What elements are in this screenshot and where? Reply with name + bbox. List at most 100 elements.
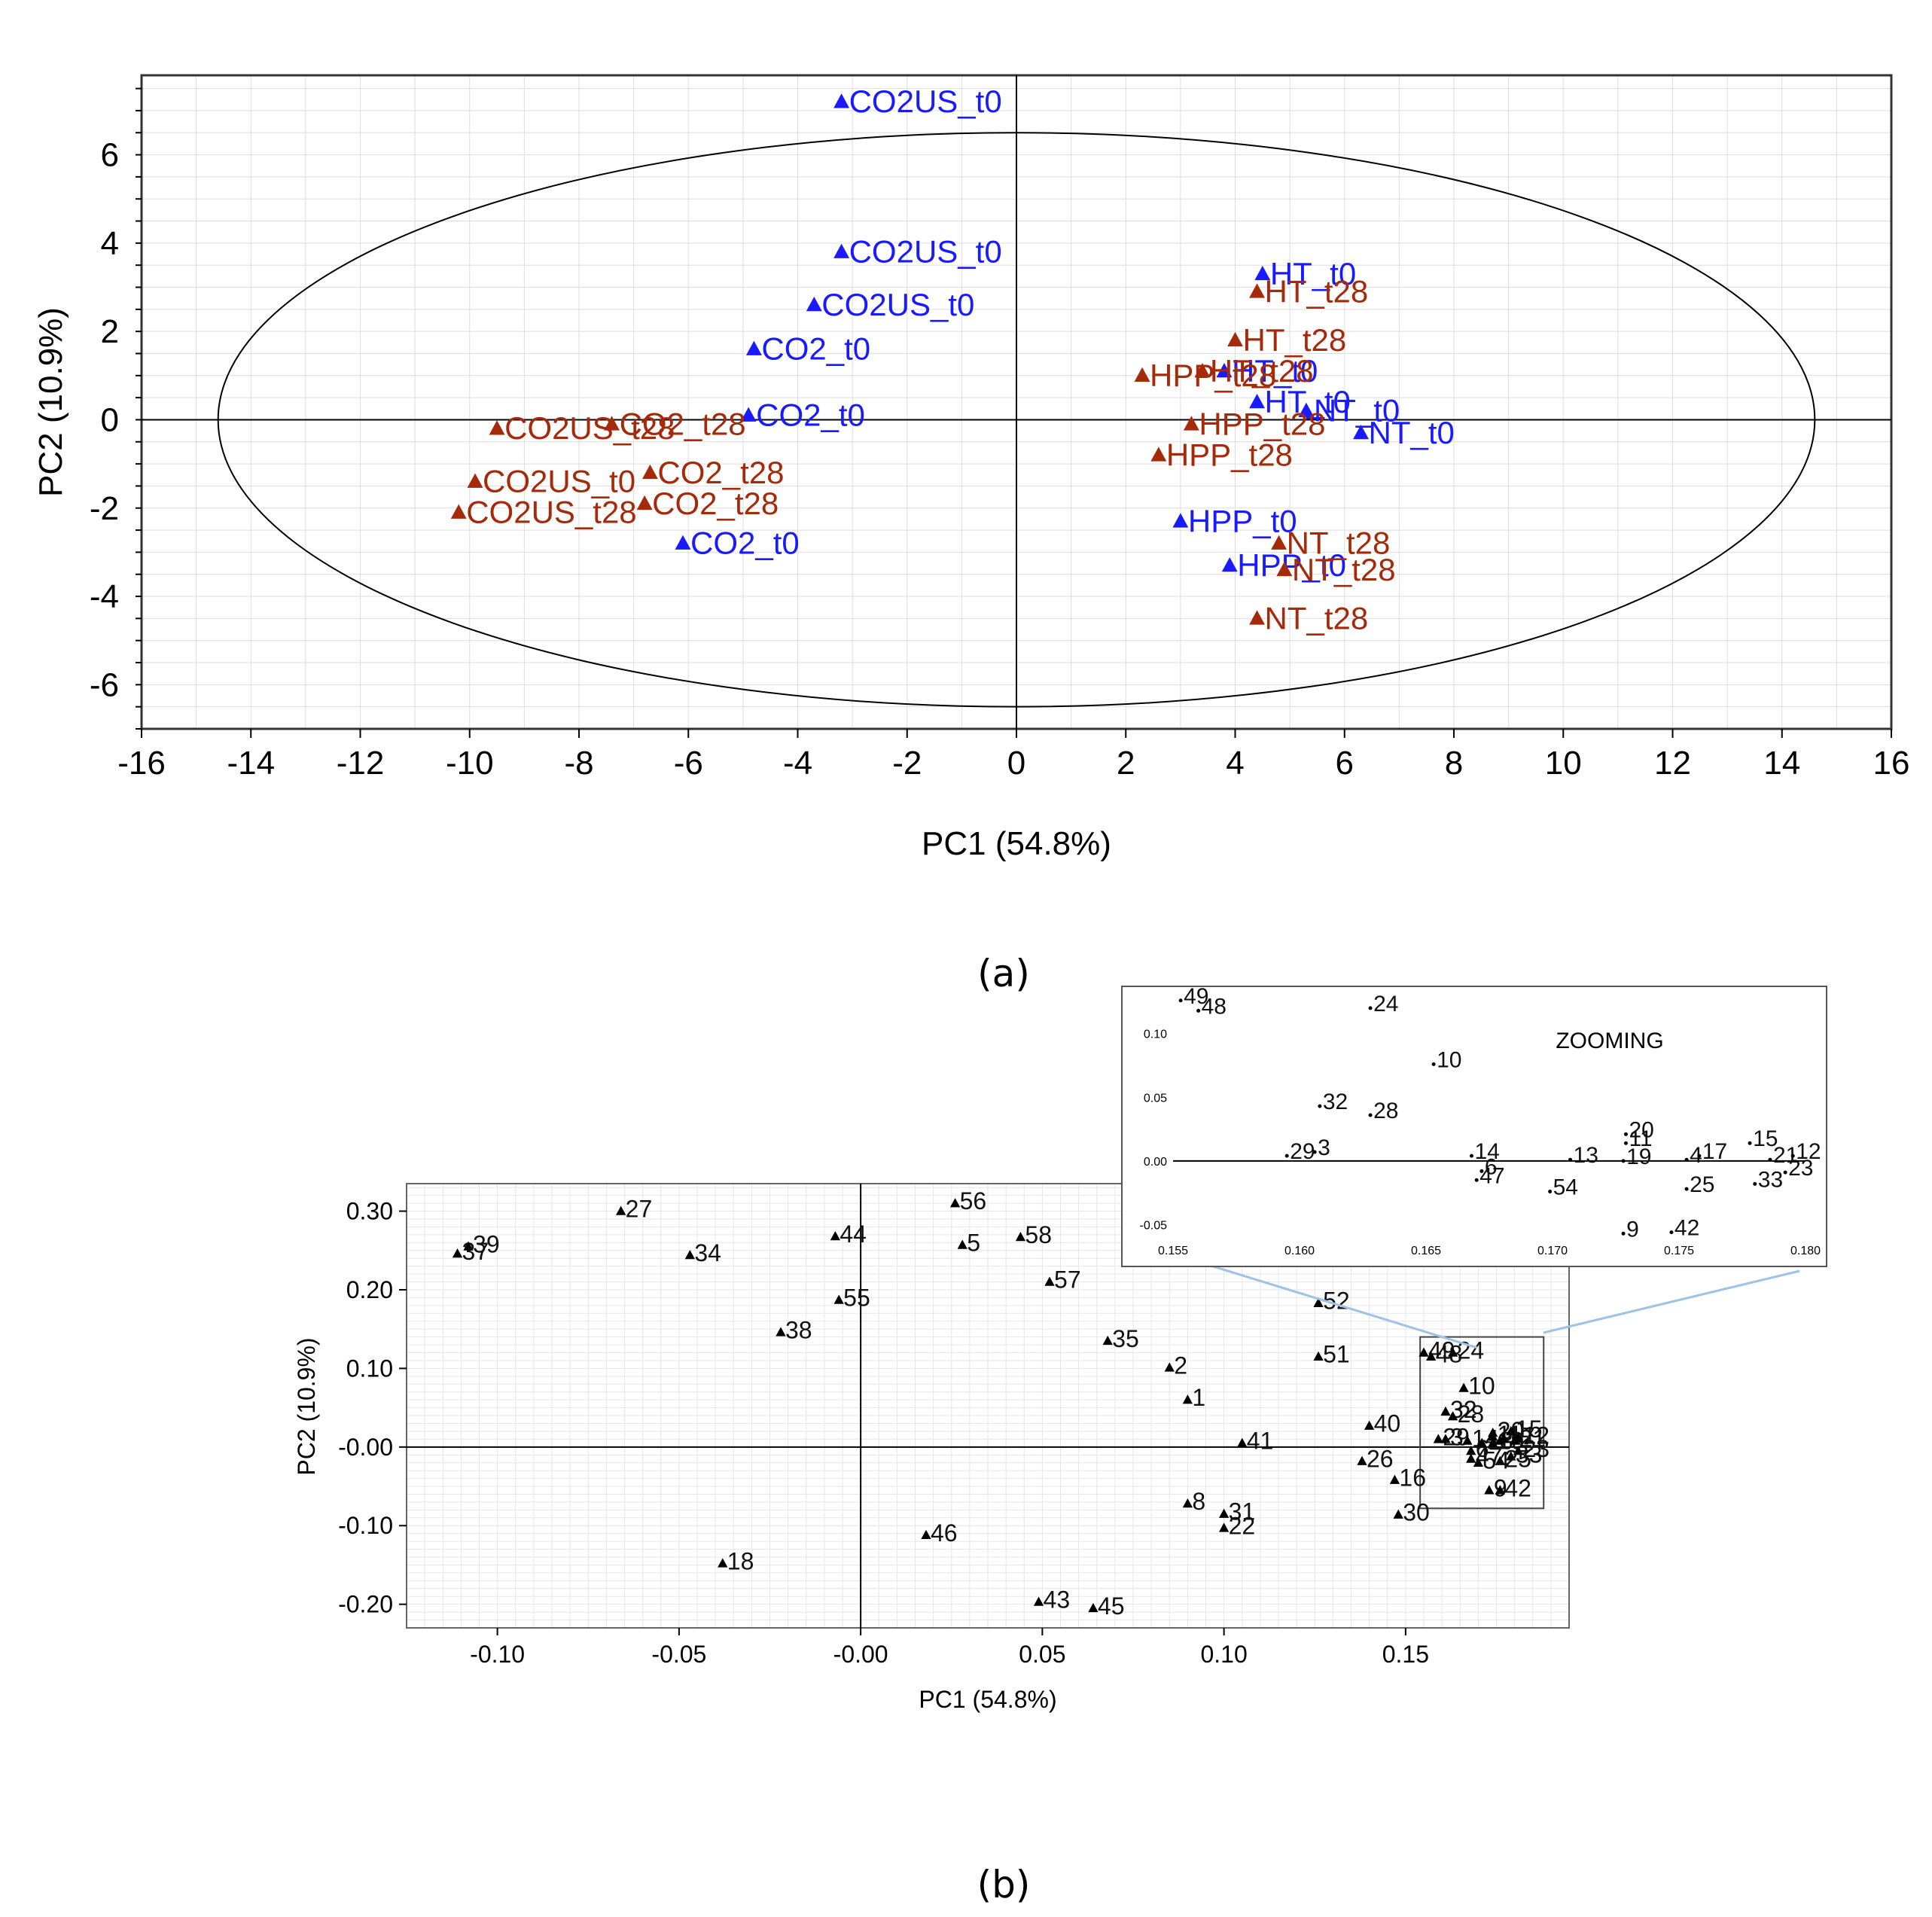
loading-marker bbox=[1513, 1446, 1524, 1455]
loading-marker bbox=[616, 1205, 626, 1215]
loading-marker bbox=[1218, 1522, 1230, 1532]
zoom-y-tick-label: 0.00 bbox=[1144, 1156, 1167, 1169]
zoom-inset-x-axis: 0.155 0.160 0.165 0.170 0.175 0.180 bbox=[1158, 1245, 1821, 1257]
point-marker-t28 bbox=[489, 420, 505, 435]
x-tick-label: -4 bbox=[783, 745, 812, 782]
loading-marker bbox=[833, 1294, 844, 1304]
loading-marker bbox=[1182, 1498, 1193, 1508]
y-tick-label: 4 bbox=[101, 225, 119, 262]
loading-label: 25 bbox=[1504, 1446, 1531, 1473]
loading-marker bbox=[1506, 1451, 1516, 1461]
zoom-label: 13 bbox=[1574, 1143, 1598, 1168]
zoom-marker bbox=[1479, 1169, 1484, 1173]
loading-label: 48 bbox=[1436, 1341, 1463, 1368]
y-tick-label: -2 bbox=[90, 490, 119, 527]
loading-marker bbox=[1447, 1411, 1458, 1421]
zoom-label: 32 bbox=[1323, 1090, 1348, 1114]
point-label: CO2_t28 bbox=[620, 406, 746, 441]
loading-marker bbox=[1389, 1474, 1400, 1484]
point-marker-t28 bbox=[1271, 535, 1287, 550]
point-label: NT_t28 bbox=[1265, 600, 1369, 635]
point-marker-t28 bbox=[636, 495, 653, 510]
loading-marker bbox=[1462, 1435, 1473, 1445]
point-marker-t28 bbox=[641, 464, 658, 480]
zoom-marker bbox=[1669, 1230, 1674, 1235]
x-tick-label: -6 bbox=[674, 745, 703, 782]
point-label: CO2_t28 bbox=[657, 455, 784, 490]
loading-marker bbox=[1357, 1455, 1367, 1465]
zoom-label: 29 bbox=[1290, 1139, 1315, 1164]
panel-b-y-axis: -0.20 -0.10 -0.00 0.10 0.20 0.30 bbox=[338, 1198, 407, 1618]
loading-label: 8 bbox=[1192, 1488, 1205, 1515]
zoom-marker bbox=[1318, 1104, 1322, 1108]
point-label: HT_t28 bbox=[1243, 322, 1347, 358]
y-tick-label: 0 bbox=[101, 401, 119, 438]
y-tick-label: 2 bbox=[101, 313, 119, 350]
loading-label: 10 bbox=[1468, 1373, 1495, 1400]
zoom-x-tick-label: 0.155 bbox=[1158, 1245, 1188, 1257]
point-marker-t0 bbox=[1172, 513, 1189, 528]
zoom-label: 4 bbox=[1690, 1143, 1702, 1168]
point-label: CO2US_t0 bbox=[849, 234, 1002, 270]
loading-label: 23 bbox=[1522, 1435, 1550, 1462]
zoom-label: 23 bbox=[1788, 1156, 1813, 1181]
zoom-marker bbox=[1623, 1132, 1628, 1136]
panel-b-y-axis-label: PC2 (10.9%) bbox=[293, 1337, 320, 1475]
zoom-label: 33 bbox=[1758, 1167, 1783, 1192]
zoom-marker bbox=[1178, 998, 1183, 1003]
zoom-label: 15 bbox=[1753, 1126, 1778, 1151]
point-marker-t0 bbox=[833, 93, 850, 108]
zoom-label: 24 bbox=[1373, 992, 1398, 1016]
point-label: HPP_t0 bbox=[1237, 547, 1346, 583]
zoom-label: 19 bbox=[1626, 1144, 1651, 1169]
panel-b-loading-plot: -0.10 -0.05 -0.00 0.05 0.10 0.15 -0.20-0.10-0… bbox=[293, 984, 1827, 1906]
panel-a-hotelling-ellipse bbox=[217, 132, 1816, 708]
zoom-x-tick-label: 0.165 bbox=[1411, 1245, 1441, 1257]
panel-b-grid bbox=[406, 1184, 1570, 1629]
x-tick-label: -14 bbox=[227, 745, 275, 782]
point-marker-t0 bbox=[1221, 557, 1238, 572]
loading-label: 34 bbox=[694, 1239, 721, 1266]
loading-marker bbox=[1364, 1420, 1375, 1430]
loading-label: 37 bbox=[462, 1238, 489, 1265]
loading-marker bbox=[830, 1230, 840, 1241]
x-tick-label: -0.05 bbox=[651, 1641, 706, 1668]
loading-label: 26 bbox=[1367, 1446, 1394, 1473]
loading-marker bbox=[1419, 1347, 1429, 1357]
zoom-y-tick-label: 0.10 bbox=[1144, 1029, 1167, 1041]
loading-marker bbox=[776, 1327, 786, 1336]
y-tick-label: -0.10 bbox=[338, 1512, 393, 1539]
x-tick-label: -2 bbox=[892, 745, 922, 782]
point-marker-t0 bbox=[745, 340, 762, 355]
loading-marker bbox=[1218, 1508, 1230, 1518]
loading-label: 43 bbox=[1044, 1586, 1071, 1614]
loading-label: 54 bbox=[1483, 1447, 1510, 1474]
point-label: NT_t0 bbox=[1369, 415, 1455, 450]
point-marker-t28 bbox=[1249, 283, 1265, 298]
zoom-marker bbox=[1753, 1181, 1757, 1186]
panel-b-caption: (b) bbox=[977, 1863, 1031, 1906]
loading-label: 33 bbox=[1516, 1440, 1543, 1467]
point-label: CO2_t0 bbox=[761, 331, 870, 367]
loading-label: 44 bbox=[840, 1221, 867, 1248]
zoom-label: 10 bbox=[1437, 1047, 1461, 1072]
point-marker-t0 bbox=[1216, 362, 1233, 378]
point-marker-t0 bbox=[1254, 265, 1271, 281]
panel-b-plot-frame bbox=[406, 1183, 1570, 1629]
x-tick-label: 16 bbox=[1873, 745, 1910, 782]
loading-marker bbox=[1088, 1602, 1099, 1613]
zoom-label: 48 bbox=[1202, 994, 1227, 1019]
zoom-label: 9 bbox=[1626, 1217, 1639, 1242]
loading-marker bbox=[1495, 1455, 1505, 1465]
x-tick-label: 8 bbox=[1445, 745, 1463, 782]
zoom-marker bbox=[1697, 1154, 1702, 1158]
point-label: HPP_t28 bbox=[1166, 437, 1293, 472]
zoom-marker bbox=[1790, 1154, 1795, 1158]
zoom-inset-title: ZOOMING bbox=[1556, 1029, 1663, 1053]
x-tick-label: 0.05 bbox=[1019, 1641, 1065, 1668]
loading-marker bbox=[684, 1250, 695, 1260]
zoom-label: 3 bbox=[1318, 1135, 1330, 1160]
zoom-x-tick-label: 0.170 bbox=[1537, 1245, 1568, 1257]
